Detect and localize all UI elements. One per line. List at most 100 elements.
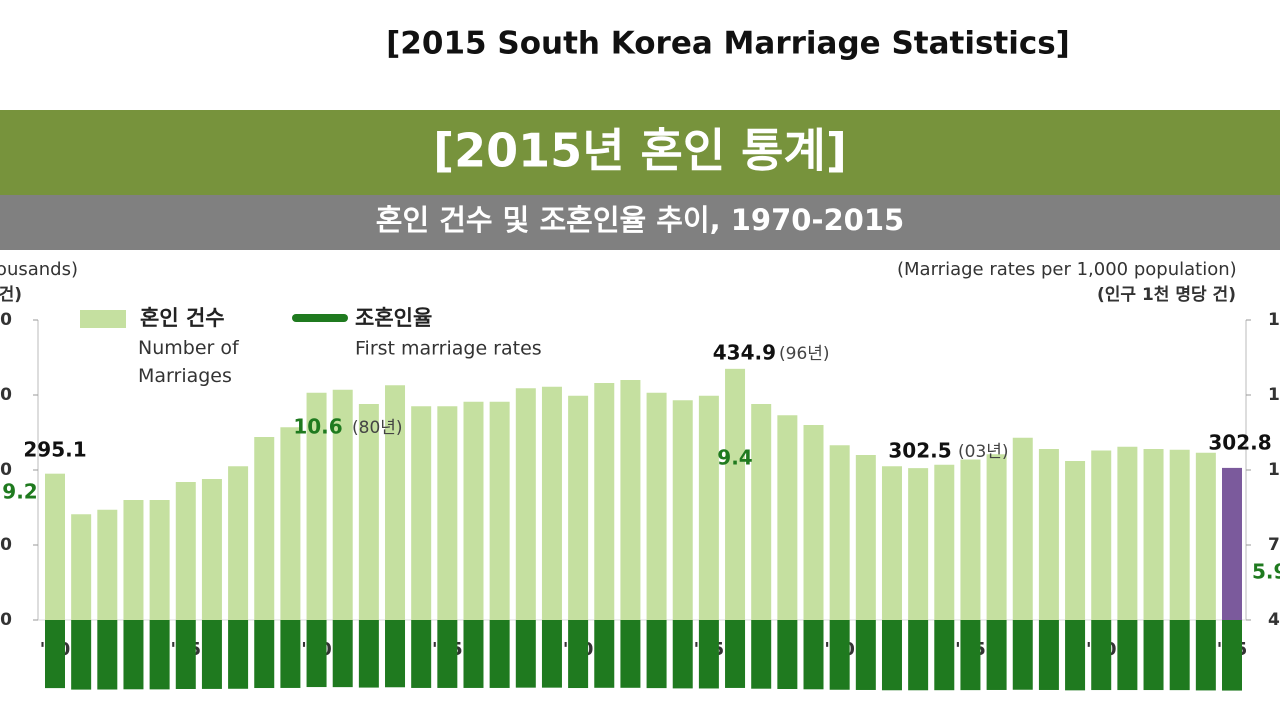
data-label: 5.9 <box>1252 560 1280 584</box>
bar <box>358 404 379 620</box>
bar <box>568 395 589 620</box>
year-note: (80년) <box>352 418 403 438</box>
y2-tick-label: 10 <box>1268 460 1280 480</box>
bar <box>489 620 510 688</box>
bar <box>437 406 458 620</box>
data-label: 302.5 <box>888 439 951 463</box>
bar <box>1091 620 1112 691</box>
bar <box>908 468 929 620</box>
data-label: 9.4 <box>717 446 752 470</box>
data-label: 9.2 <box>2 480 37 504</box>
y-axis-label-ko: (건) <box>0 285 22 305</box>
bar <box>698 620 719 689</box>
bar <box>306 620 327 688</box>
y2-tick-label: 13 <box>1268 385 1280 405</box>
bar <box>1222 467 1242 620</box>
bar <box>751 620 772 689</box>
legend-label: 혼인 건수 <box>140 306 225 330</box>
bar <box>411 406 432 620</box>
banner-bg <box>0 110 1280 195</box>
bar <box>725 620 746 688</box>
bar <box>803 425 824 620</box>
bar <box>332 389 353 620</box>
bar <box>986 620 1007 690</box>
bar <box>803 620 824 690</box>
y2-tick-label: 7 <box>1268 535 1280 555</box>
bar <box>1091 450 1112 620</box>
bar <box>97 620 118 690</box>
bar <box>97 509 118 620</box>
bar <box>751 404 772 620</box>
bar <box>280 620 301 688</box>
bar <box>1195 620 1216 691</box>
y-tick-label: 500 <box>0 310 12 330</box>
bar <box>620 620 641 688</box>
bar <box>1038 620 1059 690</box>
bar <box>123 500 144 620</box>
bar <box>332 620 353 688</box>
bar <box>934 620 955 691</box>
legend-swatch-bar <box>80 310 126 328</box>
bar <box>306 392 327 620</box>
legend-sub-label: First marriage rates <box>355 338 542 360</box>
bar <box>672 620 693 689</box>
bar <box>515 388 536 620</box>
bar <box>594 383 615 620</box>
year-note: (96년) <box>779 344 830 364</box>
bar <box>908 620 929 691</box>
bar <box>437 620 458 688</box>
bar <box>1169 620 1190 691</box>
bar <box>881 466 902 620</box>
bar <box>1038 449 1059 620</box>
bar <box>829 445 850 620</box>
data-label: 434.9 <box>713 341 776 365</box>
banner-title: [2015년 혼인 통계] <box>433 124 847 178</box>
bar <box>463 620 484 688</box>
bar <box>228 620 249 689</box>
bar <box>1065 461 1086 620</box>
bar <box>698 395 719 620</box>
bar <box>594 620 615 688</box>
bar <box>149 620 170 690</box>
bar <box>1169 449 1190 620</box>
bar <box>149 500 170 620</box>
bar <box>934 464 955 620</box>
bar <box>228 466 249 620</box>
bar <box>960 459 981 620</box>
y-tick-label: 300 <box>0 460 12 480</box>
bar <box>777 620 798 689</box>
bar <box>672 400 693 620</box>
y-axis-label: (Thousands) <box>0 259 78 280</box>
y-tick-label: 200 <box>0 535 12 555</box>
bar <box>1222 620 1242 691</box>
bar <box>411 620 432 688</box>
bar <box>385 620 406 688</box>
bar <box>1143 620 1164 691</box>
bar <box>855 455 876 620</box>
y2-axis-label-ko: (인구 1천 명당 건) <box>1097 285 1236 305</box>
bar <box>1195 452 1216 620</box>
bar <box>1012 437 1033 620</box>
bar <box>201 479 222 620</box>
bar <box>1065 620 1086 691</box>
bar <box>515 620 536 688</box>
data-label: 302.8 <box>1208 431 1271 455</box>
legend-label: 조혼인율 <box>355 306 432 330</box>
bar <box>254 437 275 620</box>
bar <box>1143 449 1164 620</box>
bar <box>541 620 562 688</box>
bar <box>175 482 196 620</box>
bar <box>646 392 667 620</box>
data-label: 295.1 <box>23 438 86 462</box>
bar <box>45 473 65 620</box>
bar <box>777 415 798 620</box>
y2-tick-label: 16 <box>1268 310 1280 330</box>
year-note: (03년) <box>958 442 1009 462</box>
bar <box>725 368 746 620</box>
bar <box>358 620 379 688</box>
chart-subtitle: 혼인 건수 및 조혼인율 추이, 1970-2015 <box>376 203 904 237</box>
bar <box>829 620 850 690</box>
bar <box>568 620 589 689</box>
